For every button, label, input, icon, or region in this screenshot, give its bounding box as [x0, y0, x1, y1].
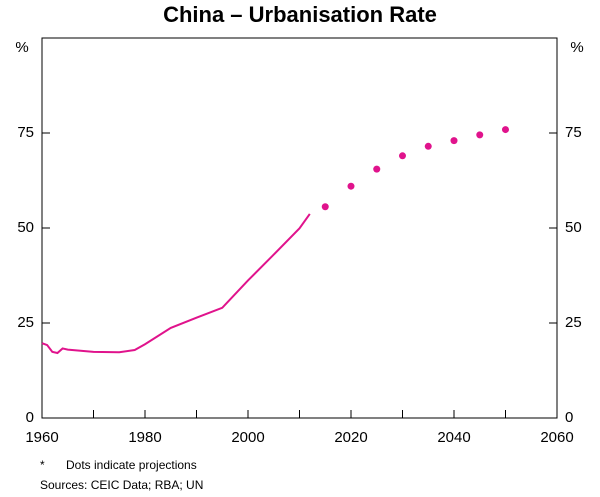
- y-tick-label: 25: [17, 314, 34, 331]
- y2-tick-label: 50: [565, 219, 582, 236]
- y-tick-label: 0: [26, 409, 34, 426]
- projection-dot: [347, 182, 355, 190]
- y-tick-label: 50: [17, 219, 34, 236]
- footnote-marker: *: [40, 458, 45, 472]
- projection-dot: [373, 165, 381, 173]
- y2-unit: %: [570, 39, 583, 56]
- y-unit: %: [15, 39, 28, 56]
- y2-tick-label: 25: [565, 314, 582, 331]
- x-tick-label: 2000: [231, 429, 264, 446]
- footnote: Dots indicate projections: [66, 458, 197, 472]
- projection-dot: [502, 126, 509, 134]
- projection-dot: [399, 152, 406, 160]
- y-tick-label: 75: [17, 124, 34, 141]
- x-tick-label: 2060: [540, 429, 573, 446]
- projection-dot: [476, 131, 484, 139]
- x-tick-label: 1980: [128, 429, 161, 446]
- y2-tick-label: 75: [565, 124, 582, 141]
- x-tick-label: 1960: [25, 429, 58, 446]
- projection-dot: [424, 142, 432, 150]
- y2-tick-label: 0: [565, 409, 573, 426]
- sources: Sources: CEIC Data; RBA; UN: [40, 478, 203, 492]
- x-tick-label: 2020: [334, 429, 367, 446]
- chart-title: China – Urbanisation Rate: [163, 2, 437, 27]
- data-line: [41, 213, 311, 355]
- projection-dot: [450, 137, 458, 145]
- x-tick-label: 2040: [437, 429, 470, 446]
- projection-dot: [321, 203, 329, 211]
